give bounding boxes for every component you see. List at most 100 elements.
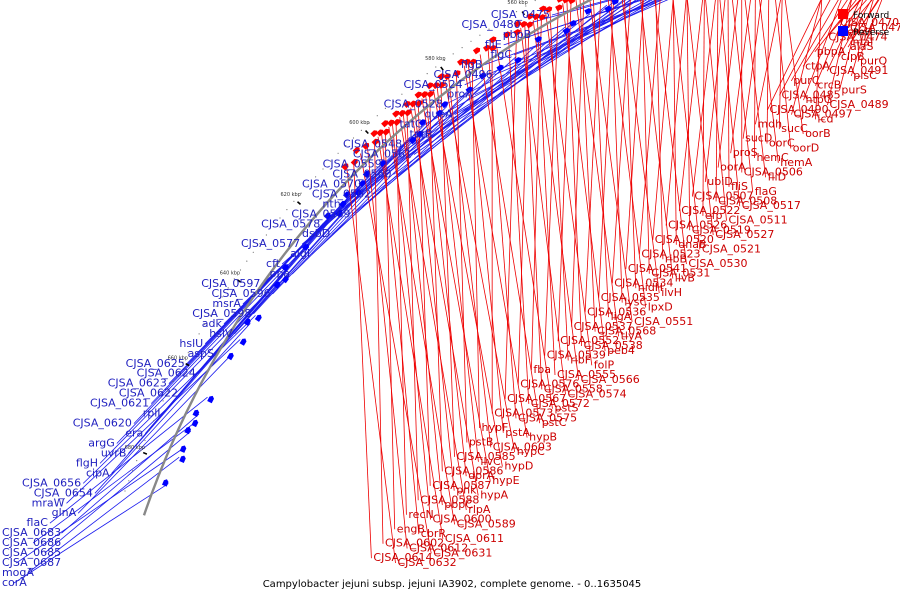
dotted-track (124, 0, 536, 492)
reverse-gene-labels: CJSA_0475CJSA_0480pbpBfliEflgCflgBCJSA_0… (2, 8, 550, 589)
forward-gene-label: hypB (529, 431, 557, 444)
kbp-tick-label: 560 kbp (507, 0, 527, 6)
forward-gene-label: ctpA (805, 59, 830, 72)
reverse-gene-label: uvrB (101, 447, 127, 460)
track-dot (265, 234, 267, 236)
track-dot (157, 410, 159, 412)
reverse-gene-label: CJSA_0480 (462, 18, 521, 31)
forward-gene-label: recN (408, 508, 433, 521)
kbp-tick-mark (185, 362, 190, 367)
reverse-feature (207, 395, 214, 404)
forward-leader-line (704, 0, 726, 183)
forward-leader-line (463, 65, 528, 438)
forward-leader-line (755, 0, 781, 125)
forward-gene-label: CJSA_0471 (850, 21, 900, 34)
forward-gene-label: lysC (624, 296, 647, 309)
forward-gene-label: mdh (757, 117, 782, 130)
forward-leader-line (672, 0, 677, 245)
forward-gene-label: lpxD (648, 301, 673, 314)
forward-feature (370, 130, 378, 138)
reverse-gene-label: CJSA_0624 (137, 367, 196, 380)
reverse-feature (335, 210, 343, 218)
forward-leader-line (584, 0, 602, 313)
forward-gene-label: oorD (793, 141, 819, 154)
forward-gene-label: rlpA (468, 503, 491, 516)
track-dot (124, 490, 126, 492)
reverse-gene-label: hslU (179, 337, 203, 350)
forward-leader-line (589, 0, 633, 322)
forward-leader-line (479, 54, 541, 424)
track-dot (144, 439, 146, 442)
forward-leader-line (456, 71, 468, 443)
track-dot (515, 11, 518, 13)
track-dot (337, 152, 339, 154)
reverse-feature (435, 109, 443, 117)
forward-gene-label: CJSA_0567 (507, 392, 566, 405)
forward-leader-line (520, 27, 566, 395)
forward-feature (463, 58, 471, 66)
forward-leader-line (607, 0, 647, 308)
forward-gene-label: CJSA_0611 (445, 532, 504, 545)
track-dot (198, 333, 200, 335)
reverse-feature (243, 318, 251, 326)
reverse-leader-line (503, 0, 641, 46)
reverse-gene-label: tatC (400, 118, 423, 131)
reverse-gene-label: cft (266, 257, 281, 270)
reverse-gene-label: flgB (461, 58, 482, 71)
forward-gene-label: pstB (469, 436, 494, 449)
reverse-gene-label: CJSA_0686 (2, 536, 61, 549)
reverse-feature (418, 119, 426, 127)
forward-leader-line (732, 0, 754, 192)
reverse-gene-label: CJSA_0524 (404, 78, 463, 91)
track-dot (136, 460, 138, 462)
track-dot (534, 0, 536, 2)
forward-feature (404, 109, 412, 117)
forward-feature (525, 21, 533, 29)
reverse-gene-label: CJSA_0683 (2, 526, 61, 539)
forward-leader-line (360, 153, 432, 554)
forward-gene-label: sucC (781, 122, 808, 135)
forward-gene-label: engB (397, 522, 425, 535)
reverse-feature (184, 426, 191, 435)
reverse-feature (226, 352, 234, 361)
forward-leader-line (687, 0, 714, 236)
reverse-gene-label: CJSA_0548 (343, 138, 402, 151)
forward-gene-label: CJSA_0558 (544, 382, 603, 395)
track-dot (286, 209, 288, 211)
forward-feature (556, 0, 563, 3)
reverse-gene-label: CJSA_0570 (302, 177, 361, 190)
forward-leader-line (719, 0, 741, 207)
forward-gene-label: CJSA_0536 (587, 305, 646, 318)
forward-leader-line (654, 0, 687, 265)
forward-leader-line (562, 3, 606, 351)
forward-leader-line (678, 0, 703, 212)
track-dot (272, 225, 274, 228)
forward-leader-line (353, 160, 372, 559)
kbp-tick-label: 660 kbp (168, 355, 188, 361)
forward-feature (431, 82, 439, 90)
track-dot (167, 390, 169, 392)
forward-gene-label: fliD (768, 170, 786, 183)
forward-gene-label: htpG (806, 93, 833, 106)
reverse-gene-label: adk (202, 317, 223, 330)
reverse-gene-label: CJSA_0559 (323, 158, 382, 171)
reverse-gene-label: CJSA_0687 (2, 556, 61, 569)
track-dot (329, 160, 332, 162)
reverse-feature (339, 200, 347, 208)
forward-gene-label: ubiD (707, 175, 732, 188)
forward-gene-label: maf (853, 35, 875, 48)
forward-feature (392, 110, 400, 118)
track-dot (227, 287, 229, 289)
reverse-leader-line (13, 483, 169, 584)
reverse-feature (179, 455, 186, 463)
reverse-feature (584, 8, 592, 15)
kbp-tick-mark (236, 279, 242, 283)
reverse-gene-label: CJSA_0596 (211, 287, 270, 300)
forward-feature (538, 14, 546, 21)
forward-gene-label: ilvC (480, 455, 501, 468)
reverse-gene-label: era (125, 427, 143, 440)
forward-feature (457, 58, 465, 66)
forward-leader-line (742, 0, 762, 139)
track-dot (162, 400, 164, 402)
reverse-gene-label: tatB (409, 128, 432, 141)
